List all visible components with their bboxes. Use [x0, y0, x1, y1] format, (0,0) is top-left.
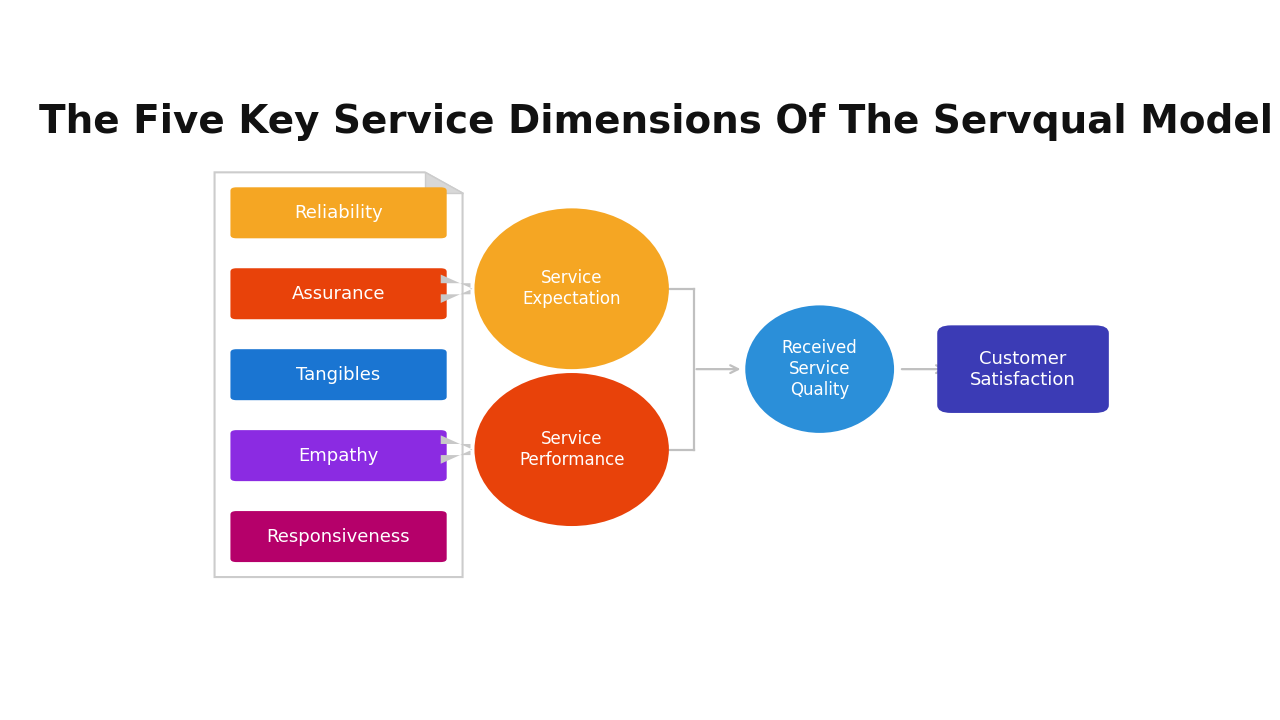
FancyBboxPatch shape [230, 430, 447, 481]
Polygon shape [215, 172, 462, 577]
Text: Service
Performance: Service Performance [518, 430, 625, 469]
Text: Received
Service
Quality: Received Service Quality [782, 339, 858, 399]
Polygon shape [425, 172, 462, 194]
FancyBboxPatch shape [230, 269, 447, 319]
Text: Service
Expectation: Service Expectation [522, 269, 621, 308]
Text: Tangibles: Tangibles [297, 366, 380, 384]
FancyBboxPatch shape [937, 325, 1108, 413]
Ellipse shape [745, 305, 895, 433]
Ellipse shape [475, 373, 669, 526]
Text: Customer
Satisfaction: Customer Satisfaction [970, 350, 1076, 389]
Polygon shape [440, 436, 472, 464]
Text: Responsiveness: Responsiveness [266, 528, 411, 546]
Ellipse shape [475, 208, 669, 369]
FancyBboxPatch shape [230, 511, 447, 562]
FancyBboxPatch shape [230, 187, 447, 238]
FancyBboxPatch shape [230, 349, 447, 400]
Text: The Five Key Service Dimensions Of The Servqual Model: The Five Key Service Dimensions Of The S… [38, 104, 1274, 141]
Text: Assurance: Assurance [292, 284, 385, 302]
Text: Empathy: Empathy [298, 446, 379, 464]
Polygon shape [440, 274, 472, 303]
Text: Reliability: Reliability [294, 204, 383, 222]
